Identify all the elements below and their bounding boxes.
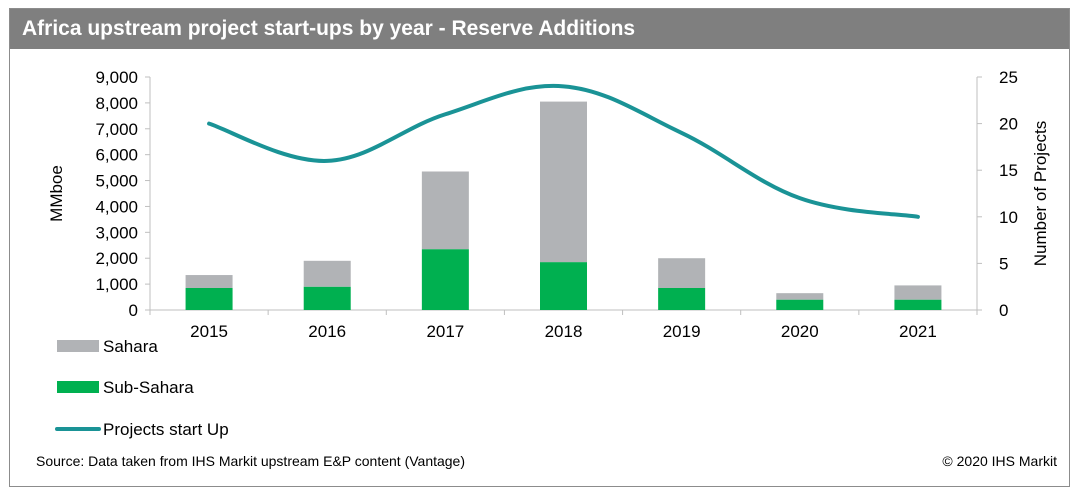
x-tick-label: 2015: [190, 322, 228, 341]
sub-sahara-bar: [540, 262, 587, 310]
y-tick-label: 6,000: [95, 146, 138, 165]
sahara-bar: [185, 275, 233, 288]
sub-sahara-bar: [185, 287, 233, 310]
y2-tick-label: 25: [999, 68, 1018, 87]
y-tick-label: 3,000: [95, 223, 138, 242]
y2-tick-label: 10: [999, 208, 1018, 227]
x-tick-label: 2017: [426, 322, 464, 341]
y2-tick-label: 20: [999, 115, 1018, 134]
x-tick-label: 2018: [545, 322, 583, 341]
y-tick-label: 2,000: [95, 249, 138, 268]
y2-axis-title: Number of Projects: [1031, 121, 1050, 267]
y2-tick-label: 5: [999, 254, 1008, 273]
y2-tick-label: 15: [999, 161, 1018, 180]
legend-label: Sub-Sahara: [103, 378, 194, 397]
sub-sahara-bar: [776, 299, 824, 310]
y-tick-label: 7,000: [95, 120, 138, 139]
y-tick-label: 4,000: [95, 197, 138, 216]
x-tick-label: 2020: [781, 322, 819, 341]
x-tick-label: 2016: [308, 322, 346, 341]
y-tick-label: 9,000: [95, 68, 138, 87]
legend-swatch-sahara: [57, 340, 99, 352]
sahara-bar: [421, 171, 469, 250]
sub-sahara-bar: [894, 299, 942, 310]
legend-label: Sahara: [103, 337, 158, 356]
x-tick-label: 2021: [899, 322, 937, 341]
x-tick-label: 2019: [663, 322, 701, 341]
copyright-note: © 2020 IHS Markit: [942, 453, 1057, 469]
projects-start-up-line: [207, 83, 920, 219]
source-note: Source: Data taken from IHS Markit upstr…: [36, 453, 466, 469]
y-tick-label: 8,000: [95, 94, 138, 113]
sahara-bar: [776, 293, 824, 300]
sahara-bar: [894, 285, 942, 300]
sahara-bar: [303, 260, 351, 287]
y-tick-label: 1,000: [95, 275, 138, 294]
sub-sahara-bar: [303, 286, 351, 310]
legend-swatch-sub-sahara: [57, 381, 99, 393]
y-axis-title: MMboe: [47, 165, 66, 222]
sahara-bar: [658, 258, 706, 288]
y2-tick-label: 0: [999, 301, 1008, 320]
sub-sahara-bar: [421, 249, 469, 310]
legend-label: Projects start Up: [103, 420, 229, 439]
sub-sahara-bar: [658, 287, 706, 310]
chart-title: Africa upstream project start-ups by yea…: [10, 9, 1069, 49]
sahara-bar: [540, 101, 587, 263]
y-tick-label: 5,000: [95, 172, 138, 191]
y-tick-label: 0: [129, 301, 138, 320]
